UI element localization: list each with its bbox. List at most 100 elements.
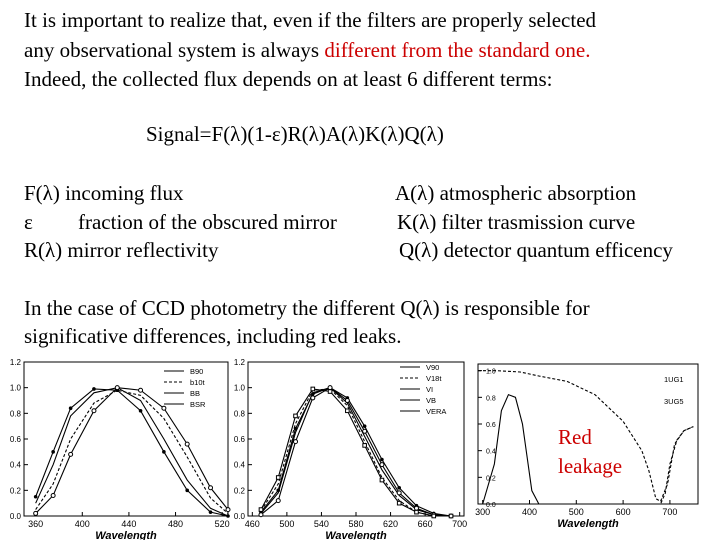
series-marker	[33, 510, 39, 516]
intro-line-2-emphasis: different from the standard one.	[324, 38, 591, 62]
series-line	[35, 389, 229, 514]
series-marker	[161, 405, 167, 411]
series-line	[35, 387, 229, 517]
x-tick-label: 700	[662, 507, 677, 517]
legend-label: VB	[426, 396, 436, 405]
series-marker	[345, 408, 350, 414]
series-marker	[50, 492, 56, 498]
x-tick-label: 360	[28, 519, 43, 529]
intro-line-3: Indeed, the collected flux depends on at…	[24, 67, 553, 91]
x-tick-label: 440	[121, 519, 136, 529]
series-marker	[396, 490, 402, 496]
series-marker	[138, 408, 143, 413]
legend-label: BSR	[190, 400, 206, 409]
series-line	[35, 388, 229, 517]
series-marker	[226, 514, 230, 518]
y-tick-label: 0.2	[234, 486, 246, 495]
y-tick-label: 1.0	[234, 384, 246, 393]
series-marker	[293, 426, 298, 431]
series-marker	[293, 439, 299, 445]
plot-frame	[477, 363, 699, 505]
y-tick-label: 1.2	[10, 358, 22, 367]
series-marker	[293, 413, 298, 419]
x-tick-label: 600	[616, 507, 631, 517]
series-marker	[344, 398, 350, 403]
ccd-line-1: In the case of CCD photometry the differ…	[24, 296, 590, 320]
x-tick-label: 620	[383, 519, 398, 529]
ug-filter-plot: 0.0 0.2 0.4 0.6 0.8 1.0 300 400 500 600 700 Wavelen…	[475, 363, 699, 530]
series-marker	[138, 387, 144, 393]
series-marker	[311, 392, 315, 396]
legend-label: VI	[426, 385, 433, 394]
x-tick-label: 500	[279, 519, 294, 529]
legend-label: b10t	[190, 378, 206, 387]
legend-label: 1UG1	[664, 375, 684, 384]
y-tick-label: 0.2	[10, 486, 22, 495]
series-marker	[276, 488, 281, 493]
y-tick-label: 1.2	[234, 358, 246, 367]
series-line	[260, 387, 452, 517]
y-tick-label: 0.0	[234, 512, 246, 521]
legend-label: 3UG5	[664, 397, 684, 406]
x-axis-label: Wavelength	[95, 530, 157, 540]
intro-line-2: any observational system is always diffe…	[24, 40, 590, 61]
series-line	[482, 393, 540, 505]
y-tick-label: 0.0	[10, 512, 22, 521]
series-marker	[327, 389, 333, 394]
series-marker	[448, 513, 454, 519]
intro-line-1: It is important to realize that, even if…	[24, 8, 597, 32]
y-tick-label: 0.6	[486, 422, 496, 429]
term-epsilon-symbol: ε	[24, 210, 33, 234]
series-line	[260, 388, 452, 517]
term-q: Q(λ) detector quantum efficency	[399, 238, 673, 262]
x-tick-label: 700	[452, 519, 467, 529]
x-tick-label: 460	[245, 519, 260, 529]
series-marker	[208, 485, 214, 491]
series-marker	[413, 505, 419, 511]
red-leakage-label: Red leakage	[558, 423, 622, 482]
red-leakage-line-1: Red	[558, 425, 592, 449]
series-marker	[68, 406, 73, 410]
x-tick-label: 540	[314, 519, 329, 529]
term-k: K(λ) filter trasmission curve	[397, 210, 636, 234]
term-a: A(λ) atmospheric absorption	[395, 181, 637, 205]
series-marker	[225, 507, 231, 513]
x-tick-label: 500	[569, 507, 584, 517]
legend-label: V90	[426, 363, 439, 372]
y-tick-label: 0.4	[10, 461, 22, 470]
x-tick-label: 300	[475, 507, 490, 517]
b-filter-plot: 0.0 0.2 0.4 0.6 0.8 1.0 1.2 360 400 440 480 520 Wave…	[10, 358, 231, 540]
series-line	[260, 387, 452, 517]
legend-label: B90	[190, 367, 203, 376]
signal-formula: Signal=F(λ)(1-ε)R(λ)A(λ)K(λ)Q(λ)	[146, 122, 444, 146]
series-marker	[51, 450, 55, 454]
series-marker	[310, 386, 316, 392]
series-marker	[184, 441, 190, 447]
series-marker	[414, 509, 419, 515]
term-r: R(λ) mirror reflectivity	[24, 238, 219, 262]
x-tick-label: 660	[418, 519, 433, 529]
x-axis-label: Wavelength	[325, 530, 387, 540]
y-tick-label: 0.4	[486, 449, 496, 456]
y-tick-label: 0.0	[486, 502, 496, 509]
series-marker	[310, 395, 316, 401]
y-tick-label: 0.8	[234, 409, 246, 418]
term-f: F(λ) incoming flux	[24, 181, 184, 205]
v-filter-plot: 0.0 0.2 0.4 0.6 0.8 1.0 1.2 460 500 540 580 620 660 7…	[234, 358, 467, 540]
y-tick-label: 0.6	[10, 435, 22, 444]
x-tick-label: 520	[215, 519, 230, 529]
series-marker	[379, 477, 385, 483]
x-tick-label: 400	[522, 507, 537, 517]
series-marker	[92, 387, 96, 391]
series-marker	[362, 424, 367, 428]
term-epsilon: fraction of the obscured mirror	[78, 210, 337, 234]
series-marker	[362, 428, 368, 434]
y-tick-label: 0.8	[10, 409, 22, 418]
series-marker	[275, 475, 281, 480]
series-marker	[362, 443, 367, 448]
series-marker	[91, 408, 97, 414]
series-marker	[379, 462, 385, 468]
legend-label: VERA	[426, 407, 446, 416]
series-marker	[208, 510, 213, 514]
series-marker	[380, 457, 384, 462]
